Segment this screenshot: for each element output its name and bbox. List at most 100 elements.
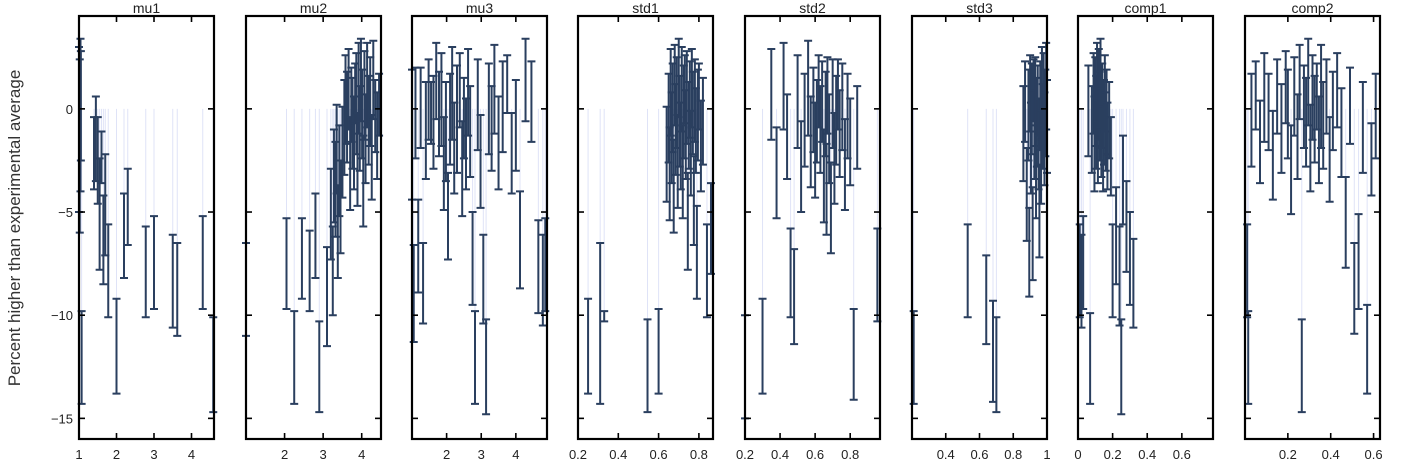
error-bar [198,215,207,311]
panel-frame [1076,14,1215,441]
panel-frame [410,14,549,441]
x-tick-label: 0 [1074,447,1081,462]
error-bar [1260,52,1269,143]
panel-std1: std1 0.2 0.4 0.6 0.8 [569,0,715,462]
error-bar [414,198,423,294]
panel-mu3: mu3 2 3 4 [408,0,550,462]
error-bar [482,318,491,416]
error-bar [503,54,512,114]
x-tick-label: 3 [150,447,157,462]
error-bar [141,225,150,319]
error-bar [104,223,113,319]
error-bar [584,297,593,395]
error-bar [173,241,182,337]
error-bar [466,85,475,178]
x-tick-label: 0.6 [970,447,988,462]
chart-panels: mu1 0 −5 −10 −15 1 2 3 4 mu2 2 3 4 mu3 2 3 4 std1 0.2 0.4 0.… [51,0,1383,462]
x-tick-label: 0.4 [609,447,627,462]
error-bar [419,241,428,325]
panel-frame [1243,14,1382,441]
panel-frame [576,14,715,441]
error-bar [654,308,663,395]
error-bar [1086,312,1095,405]
error-bar [315,320,324,414]
error-bar [1129,237,1138,329]
x-tick-label: 0.2 [1279,447,1297,462]
error-bar [534,219,543,315]
error-bar [772,126,781,220]
error-bar [767,48,776,141]
error-bar [290,310,299,405]
y-tick-label: −10 [51,308,73,323]
panel-title: std3 [966,0,993,16]
y-tick-label: −5 [58,205,73,220]
x-tick-label: 4 [188,447,195,462]
panel-frame [244,14,383,441]
x-tick-label: 2 [281,447,288,462]
error-bar [120,192,128,280]
x-tick-label: 0.6 [1365,447,1383,462]
panel-title: std2 [799,0,826,16]
panel-title: mu2 [300,0,327,16]
x-tick-label: 0.8 [1004,447,1022,462]
error-bar [1346,66,1354,145]
panel-std3: std3 0.4 0.6 0.8 1 [909,0,1051,462]
x-tick-label: 2 [443,447,450,462]
error-bar [982,254,991,346]
panel-title: std1 [632,0,659,16]
x-tick-label: 1 [1043,447,1050,462]
error-bar [323,246,331,348]
error-bar [849,308,858,401]
error-bar [471,310,479,405]
error-bar [1354,213,1363,311]
x-tick-label: 0.4 [1138,447,1156,462]
error-bar [123,167,132,247]
error-bar [168,233,177,329]
error-bar [1277,83,1286,174]
error-bar [596,241,605,405]
error-bar [1251,60,1260,131]
error-bar [1367,122,1376,197]
panel-frame [743,14,882,441]
x-tick-label: 3 [320,447,327,462]
error-bar [853,85,862,170]
error-bar [1337,87,1346,178]
error-bar [1358,81,1367,174]
error-bar [521,37,530,123]
panel-title: mu3 [466,0,493,16]
error-bar [1350,241,1359,335]
panel-comp1: comp1 0 0.2 0.4 0.6 [1074,0,1215,462]
panel-comp2: comp2 0.2 0.4 0.6 [1243,0,1383,462]
panel-title: mu1 [133,0,160,16]
panel-std2: std2 0.2 0.4 0.6 0.8 [736,0,882,462]
x-tick-label: 3 [478,447,485,462]
error-bar [112,297,121,395]
error-bar [1328,70,1337,152]
error-bar [963,223,972,319]
error-bar [490,43,499,135]
error-bar [150,215,158,311]
y-tick-label: −15 [51,411,73,426]
error-bar [1273,58,1282,135]
error-bar [909,310,918,405]
x-tick-label: 1 [75,447,82,462]
error-bar [600,310,609,323]
panel-mu2: mu2 2 3 4 [242,0,384,462]
error-bar [498,60,507,154]
x-tick-label: 0.2 [569,447,587,462]
error-bar [1247,72,1256,168]
x-tick-label: 0.6 [650,447,668,462]
error-bar [1264,72,1273,152]
panel-frame [77,14,216,441]
error-bar [468,211,477,306]
error-bar [702,223,711,319]
error-bar [1079,215,1088,311]
error-bar [790,248,799,346]
error-bar [1117,318,1126,416]
x-tick-label: 0.6 [1173,447,1191,462]
panel-title: comp2 [1291,0,1333,16]
x-tick-label: 0.8 [690,447,708,462]
x-tick-label: 2 [113,447,120,462]
error-bar [823,56,832,135]
